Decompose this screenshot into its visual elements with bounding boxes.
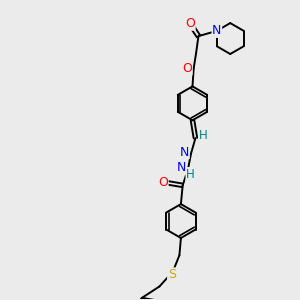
Text: N: N [212,24,222,37]
Text: H: H [199,129,207,142]
Text: N: N [176,161,186,174]
Text: S: S [168,268,176,281]
Text: O: O [182,62,192,75]
Text: N: N [180,146,189,159]
Text: O: O [158,176,168,190]
Text: O: O [185,17,195,30]
Text: H: H [186,168,195,181]
